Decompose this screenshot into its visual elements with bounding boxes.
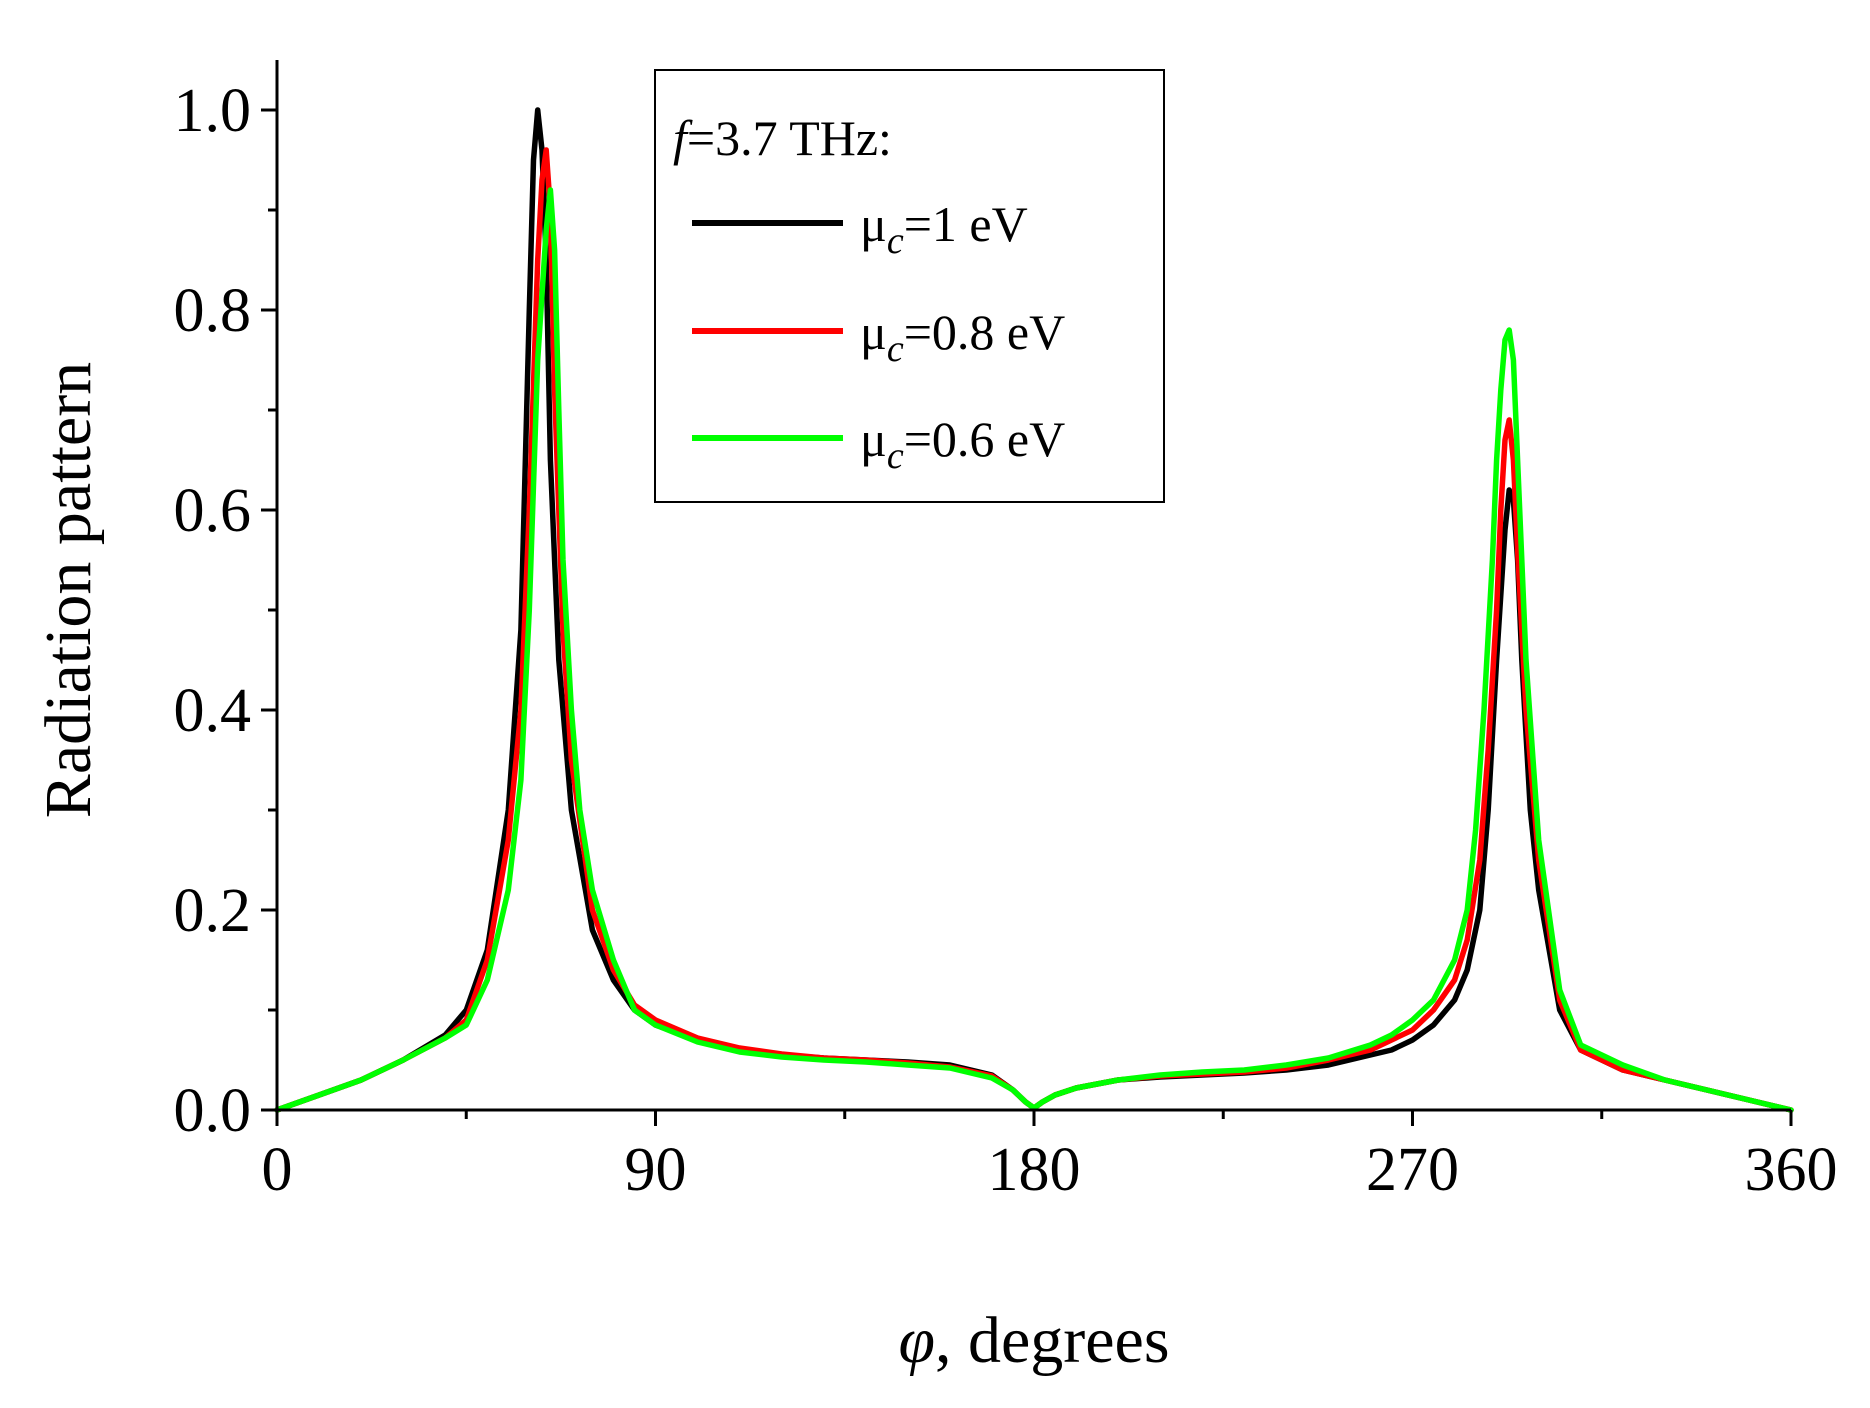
legend-value-08ev: =0.8 eV [904,304,1066,360]
y-tick-label: 0.4 [174,677,252,745]
x-tick-label: 270 [1366,1136,1459,1204]
legend-sub-06ev: c [887,435,904,477]
x-tick-label: 0 [262,1136,293,1204]
series-line-2 [274,187,1794,1113]
legend-title: f=3.7 THz: [673,110,892,166]
legend-value-06ev: =0.6 eV [904,411,1066,467]
legend-label-08ev: μc=0.8 eV [860,304,1065,370]
legend-sub-08ev: c [887,328,904,370]
legend-mu-06ev: μ [860,411,887,467]
x-tick-label: 180 [988,1136,1081,1204]
x-axis-symbol: φ [898,1304,935,1377]
legend-value-1ev: =1 eV [904,196,1028,252]
x-axis-ticks: 0 90 180 270 360 [262,1110,1838,1204]
y-tick-label: 0.6 [174,477,252,545]
legend-mu-08ev: μ [860,304,887,360]
y-axis-title: Radiation pattern [32,362,105,818]
x-tick-label: 360 [1745,1136,1838,1204]
y-tick-label: 0.2 [174,877,252,945]
x-tick-label: 90 [625,1136,687,1204]
legend-box [654,69,1165,503]
legend-label-06ev: μc=0.6 eV [860,411,1065,477]
legend: f=3.7 THz: μc=1 eV μc=0.8 eV μc=0.6 eV [654,69,1165,503]
x-axis-title: φ, degrees [898,1304,1169,1377]
legend-sub-1ev: c [887,220,904,262]
y-tick-label: 0.0 [174,1077,252,1145]
x-axis-title-text: , degrees [935,1304,1170,1377]
plot-area [274,107,1794,1113]
y-axis-ticks: 0.0 0.2 0.4 0.6 0.8 1.0 [174,77,277,1145]
legend-mu-1ev: μ [860,196,887,252]
y-tick-label: 1.0 [174,77,252,145]
legend-title-text: =3.7 THz: [687,110,892,166]
legend-label-1ev: μc=1 eV [860,196,1028,262]
y-tick-label: 0.8 [174,277,252,345]
